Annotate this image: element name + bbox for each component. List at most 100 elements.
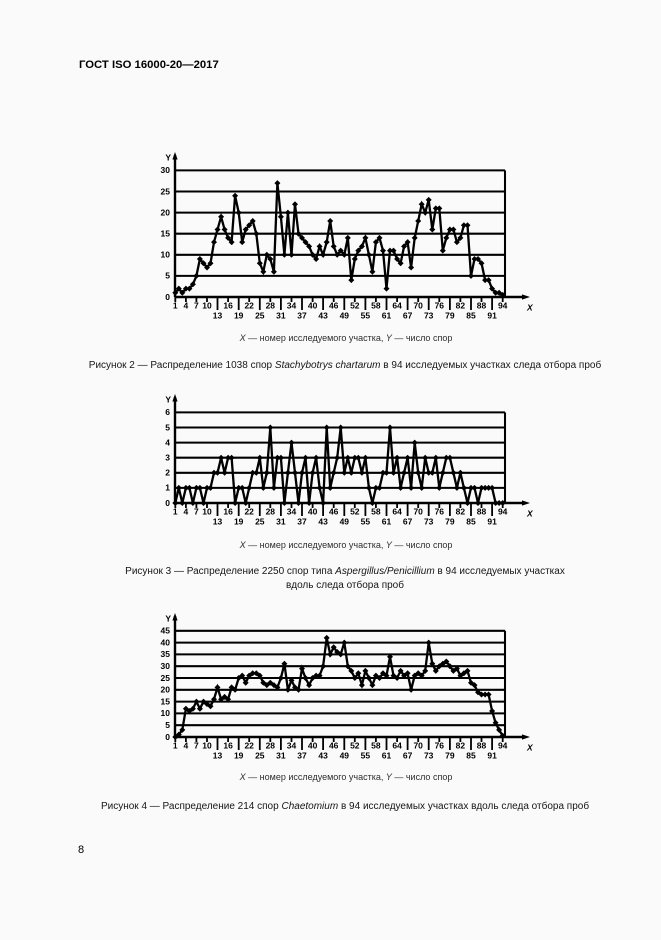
- svg-text:40: 40: [308, 741, 318, 751]
- svg-text:37: 37: [297, 517, 307, 527]
- svg-text:73: 73: [424, 751, 434, 761]
- svg-text:25: 25: [161, 186, 171, 196]
- svg-text:52: 52: [350, 301, 360, 311]
- svg-text:73: 73: [424, 311, 434, 321]
- svg-text:55: 55: [361, 517, 371, 527]
- svg-text:70: 70: [413, 507, 423, 517]
- svg-text:22: 22: [244, 507, 254, 517]
- svg-text:88: 88: [477, 301, 487, 311]
- svg-text:46: 46: [329, 507, 339, 517]
- svg-text:3: 3: [165, 453, 170, 463]
- svg-text:4: 4: [184, 741, 189, 751]
- svg-text:85: 85: [466, 311, 476, 321]
- svg-text:5: 5: [165, 271, 170, 281]
- svg-text:0: 0: [165, 732, 170, 742]
- svg-text:13: 13: [213, 751, 223, 761]
- svg-text:25: 25: [161, 673, 171, 683]
- svg-text:88: 88: [477, 741, 487, 751]
- svg-text:31: 31: [276, 517, 286, 527]
- svg-text:10: 10: [161, 708, 171, 718]
- svg-text:34: 34: [287, 741, 297, 751]
- svg-text:10: 10: [202, 301, 212, 311]
- svg-text:Y: Y: [165, 395, 171, 405]
- svg-text:22: 22: [244, 741, 254, 751]
- svg-text:1: 1: [173, 301, 178, 311]
- svg-text:19: 19: [234, 311, 244, 321]
- svg-text:Y: Y: [165, 614, 171, 624]
- svg-text:15: 15: [161, 696, 171, 706]
- svg-text:31: 31: [276, 311, 286, 321]
- svg-text:20: 20: [161, 685, 171, 695]
- svg-text:30: 30: [161, 661, 171, 671]
- svg-text:67: 67: [403, 517, 413, 527]
- svg-text:46: 46: [329, 301, 339, 311]
- svg-text:46: 46: [329, 741, 339, 751]
- svg-text:67: 67: [403, 751, 413, 761]
- svg-text:91: 91: [487, 517, 497, 527]
- svg-text:0: 0: [165, 292, 170, 302]
- svg-text:10: 10: [202, 741, 212, 751]
- svg-text:22: 22: [244, 301, 254, 311]
- svg-text:1: 1: [173, 507, 178, 517]
- svg-text:40: 40: [161, 637, 171, 647]
- svg-text:31: 31: [276, 751, 286, 761]
- svg-text:7: 7: [194, 741, 199, 751]
- svg-text:6: 6: [165, 407, 170, 417]
- svg-text:61: 61: [382, 517, 392, 527]
- svg-text:76: 76: [435, 507, 445, 517]
- svg-text:70: 70: [413, 741, 423, 751]
- svg-text:61: 61: [382, 751, 392, 761]
- svg-text:45: 45: [161, 626, 171, 636]
- svg-text:15: 15: [161, 229, 171, 239]
- svg-text:40: 40: [308, 507, 318, 517]
- svg-text:16: 16: [223, 301, 233, 311]
- svg-text:82: 82: [456, 741, 466, 751]
- svg-text:10: 10: [202, 507, 212, 517]
- svg-text:25: 25: [255, 517, 265, 527]
- svg-text:25: 25: [255, 751, 265, 761]
- svg-text:1: 1: [173, 741, 178, 751]
- svg-text:20: 20: [161, 207, 171, 217]
- svg-text:82: 82: [456, 507, 466, 517]
- svg-text:X: X: [526, 509, 534, 519]
- svg-text:2: 2: [165, 468, 170, 478]
- svg-text:40: 40: [308, 301, 318, 311]
- svg-text:4: 4: [165, 437, 170, 447]
- svg-text:19: 19: [234, 751, 244, 761]
- svg-text:X: X: [526, 743, 534, 753]
- svg-text:28: 28: [266, 507, 276, 517]
- svg-text:37: 37: [297, 751, 307, 761]
- svg-text:X: X: [526, 303, 534, 313]
- svg-text:94: 94: [498, 301, 508, 311]
- svg-text:55: 55: [361, 311, 371, 321]
- svg-text:16: 16: [223, 507, 233, 517]
- svg-text:43: 43: [318, 517, 328, 527]
- svg-text:25: 25: [255, 311, 265, 321]
- svg-text:34: 34: [287, 301, 297, 311]
- svg-text:94: 94: [498, 741, 508, 751]
- svg-text:76: 76: [435, 301, 445, 311]
- svg-text:79: 79: [445, 751, 455, 761]
- svg-text:43: 43: [318, 751, 328, 761]
- svg-text:35: 35: [161, 649, 171, 659]
- svg-text:82: 82: [456, 301, 466, 311]
- svg-text:34: 34: [287, 507, 297, 517]
- svg-text:13: 13: [213, 311, 223, 321]
- svg-text:28: 28: [266, 741, 276, 751]
- svg-text:64: 64: [392, 507, 402, 517]
- svg-text:19: 19: [234, 517, 244, 527]
- svg-text:70: 70: [413, 301, 423, 311]
- svg-text:0: 0: [165, 498, 170, 508]
- svg-text:Y: Y: [165, 153, 171, 163]
- svg-text:58: 58: [371, 507, 381, 517]
- svg-text:85: 85: [466, 517, 476, 527]
- svg-text:58: 58: [371, 301, 381, 311]
- svg-text:13: 13: [213, 517, 223, 527]
- svg-text:37: 37: [297, 311, 307, 321]
- svg-text:30: 30: [161, 165, 171, 175]
- svg-text:58: 58: [371, 741, 381, 751]
- svg-text:61: 61: [382, 311, 392, 321]
- svg-text:79: 79: [445, 311, 455, 321]
- svg-text:49: 49: [340, 311, 350, 321]
- svg-text:7: 7: [194, 507, 199, 517]
